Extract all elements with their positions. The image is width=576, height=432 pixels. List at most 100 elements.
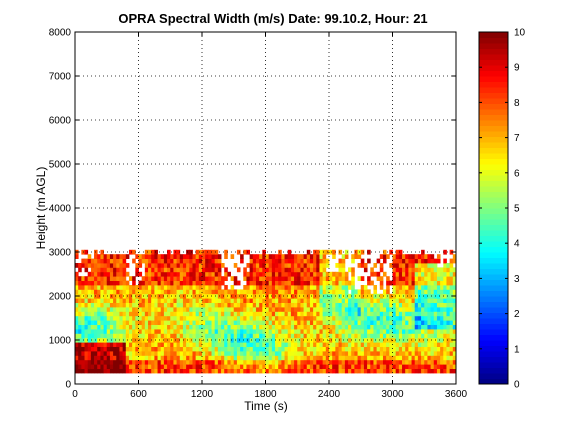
heatmap-cell [205, 359, 209, 365]
heatmap-cell [176, 342, 181, 347]
heatmap-cell [417, 329, 422, 334]
colorbar-segment [479, 362, 508, 368]
heatmap-cell [154, 342, 158, 347]
heatmap-cell [170, 351, 174, 356]
heatmap-cell [128, 359, 133, 365]
heatmap-cell [192, 351, 197, 356]
heatmap-cell [205, 302, 209, 308]
heatmap-cell [367, 289, 371, 295]
heatmap-cell [398, 346, 403, 352]
y-tick-label: 6000 [49, 116, 72, 127]
heatmap-cell [176, 315, 181, 321]
heatmap-cell [344, 298, 349, 303]
heatmap-cell [271, 324, 276, 330]
heatmap-cell [240, 320, 244, 325]
heatmap-cell [138, 254, 143, 259]
heatmap-cell [363, 311, 368, 317]
heatmap-cell [195, 267, 200, 273]
heatmap-cell [259, 315, 263, 321]
heatmap-cell [236, 333, 241, 339]
heatmap-cell [360, 249, 365, 255]
heatmap-cell [109, 276, 114, 281]
heatmap-cell [376, 258, 381, 264]
heatmap-cell [348, 267, 352, 273]
heatmap-cell [240, 364, 244, 369]
heatmap-cell [198, 342, 203, 347]
heatmap-cell [440, 276, 444, 281]
heatmap-cell [103, 267, 108, 273]
heatmap-cell [119, 280, 124, 286]
heatmap-cell [135, 254, 139, 259]
colorbar-segment [479, 131, 508, 137]
heatmap-cell [116, 320, 120, 325]
heatmap-cell [163, 368, 168, 374]
heatmap-cell [179, 320, 184, 325]
heatmap-cell [255, 280, 260, 286]
heatmap-cell [386, 364, 390, 369]
heatmap-cell [386, 315, 390, 321]
heatmap-cell [97, 364, 101, 369]
heatmap-cell [122, 337, 127, 343]
heatmap-cell [376, 298, 381, 303]
heatmap-cell [402, 368, 406, 374]
heatmap-cell [344, 368, 349, 374]
heatmap-cell [198, 249, 203, 255]
heatmap-cell [116, 359, 120, 365]
heatmap-cell [103, 285, 108, 290]
heatmap-cell [344, 346, 349, 352]
heatmap-cell [436, 351, 441, 356]
heatmap-cell [252, 298, 257, 303]
heatmap-cell [113, 346, 117, 352]
heatmap-cell [87, 355, 92, 361]
heatmap-cell [271, 307, 276, 312]
heatmap-cell [398, 333, 403, 339]
heatmap-cell [154, 293, 158, 299]
heatmap-cell [392, 324, 397, 330]
heatmap-cell [214, 351, 219, 356]
heatmap-cell [436, 298, 441, 303]
heatmap-cell [132, 342, 136, 347]
heatmap-cell [249, 351, 254, 356]
heatmap-cell [128, 311, 133, 317]
heatmap-cell [405, 298, 409, 303]
heatmap-cell [341, 285, 346, 290]
heatmap-cell [271, 311, 276, 317]
heatmap-cell [163, 359, 168, 365]
heatmap-cell [319, 324, 324, 330]
heatmap-cell [119, 346, 124, 352]
heatmap-cell [116, 346, 120, 352]
heatmap-cell [182, 368, 187, 374]
heatmap-cell [211, 271, 216, 277]
heatmap-cell [182, 324, 187, 330]
heatmap-cell [154, 267, 158, 273]
heatmap-cell [255, 315, 260, 321]
heatmap-cell [370, 351, 374, 356]
heatmap-cell [411, 258, 416, 264]
heatmap-cell [427, 258, 432, 264]
heatmap-cell [414, 285, 419, 290]
heatmap-cell [151, 320, 155, 325]
heatmap-cell [84, 302, 89, 308]
heatmap-cell [449, 307, 454, 312]
heatmap-cell [259, 368, 263, 374]
heatmap-cell [154, 324, 158, 330]
heatmap-cell [446, 293, 451, 299]
heatmap-cell [125, 351, 130, 356]
heatmap-cell [141, 258, 146, 264]
heatmap-cell [138, 346, 143, 352]
heatmap-cell [440, 342, 444, 347]
heatmap-cell [214, 285, 219, 290]
heatmap-cell [122, 307, 127, 312]
heatmap-cell [341, 333, 346, 339]
heatmap-cell [382, 329, 387, 334]
heatmap-cell [252, 315, 257, 321]
heatmap-cell [119, 276, 124, 281]
heatmap-cell [325, 355, 330, 361]
heatmap-cell [224, 368, 228, 374]
heatmap-cell [414, 337, 419, 343]
heatmap-cell [440, 293, 444, 299]
heatmap-cell [300, 355, 305, 361]
heatmap-cell [392, 333, 397, 339]
heatmap-cell [236, 307, 241, 312]
heatmap-cell [198, 280, 203, 286]
